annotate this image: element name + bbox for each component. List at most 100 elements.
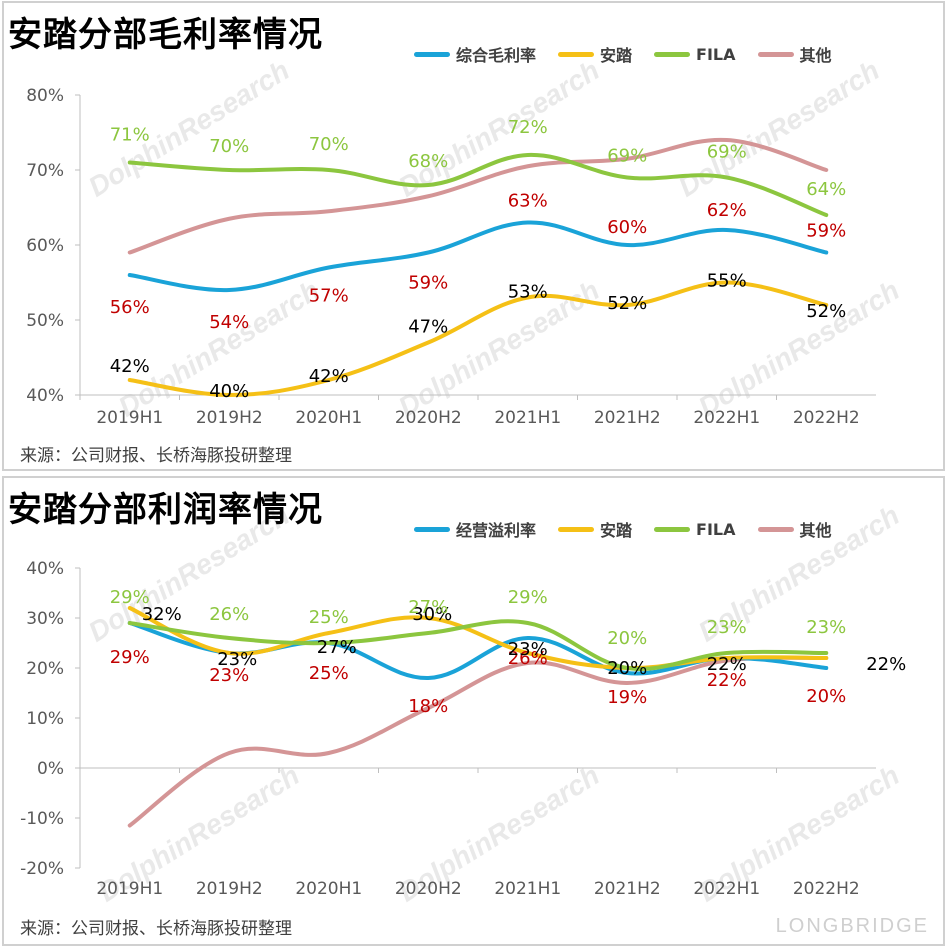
data-label: 27% [317,637,357,658]
brand-logo-text: LONGBRIDGE [775,915,929,937]
chart-legend: 综合毛利率 安踏 FILA 其他 [414,41,933,67]
legend-label: FILA [696,44,736,64]
data-label: 22% [707,654,747,675]
data-label: 20% [806,686,846,707]
x-tick-label: 2020H1 [295,879,362,899]
x-tick-label: 2022H2 [793,408,860,428]
series-line-1 [127,606,829,671]
gross-margin-line-chart: 80% 70% 60% 50% 40% 2019H1 2019H2 2020H1 2020H2 2… [26,86,876,428]
legend-label: 经营溢利率 [456,521,537,540]
x-tick-label: 2021H1 [494,879,561,899]
data-label: 71% [110,125,150,146]
y-tick-label: 0% [37,759,64,779]
legend-item-other: 其他 [757,517,832,541]
data-label: 40% [209,381,249,402]
data-label: 68% [408,151,448,172]
legend-item-anta: 安踏 [558,517,632,541]
legend-label: 其他 [799,46,832,65]
data-label: 20% [607,658,647,679]
data-label: 23% [209,665,249,686]
x-tick-label: 2020H2 [395,408,462,428]
y-tick-label: 70% [26,161,64,181]
chart-source-note: 来源：公司财报、长桥海豚投研整理 [20,919,292,939]
x-tick-label: 2019H1 [96,879,163,899]
data-label: 56% [110,297,150,318]
series-line-3 [127,137,829,255]
series-line-3 [127,655,829,828]
legend-item-other: 其他 [757,42,832,66]
legend-swatch-pink [757,526,794,532]
legend-item-operating: 经营溢利率 [414,517,536,541]
series-line-1 [127,280,829,397]
data-label: 29% [110,587,150,608]
data-label: 69% [607,146,647,167]
legend-label: 安踏 [600,521,633,540]
legend-swatch-orange [558,51,595,57]
data-label: 19% [607,687,647,708]
data-label: 30% [412,604,452,625]
data-label: 62% [707,200,747,221]
data-label: 29% [110,647,150,668]
data-label: 64% [806,179,846,200]
legend-item-fila: FILA [654,44,736,64]
profit-margin-line-chart: 40% 30% 20% 10% 0% -10% -20% 2019H1 2019H2 2020H1… [20,559,906,899]
chart-title: 安踏分部毛利率情况 [8,15,323,55]
data-label: 18% [408,696,448,717]
x-tick-label: 2019H2 [196,879,263,899]
data-label: 55% [707,271,747,292]
data-label: 27% [408,597,448,618]
data-label: 70% [209,136,249,157]
data-label: 57% [309,286,349,307]
data-label: 32% [142,604,182,625]
y-tick-label: 20% [26,659,64,679]
legend-label: 其他 [799,521,832,540]
data-label: 69% [707,142,747,163]
y-tick-label: 50% [26,311,64,331]
series-line-0 [127,220,829,293]
y-tick-label: 60% [26,236,64,256]
data-label: 42% [110,356,150,377]
data-label: 60% [607,217,647,238]
x-tick-label: 2022H1 [693,879,760,899]
legend-item-composite: 综合毛利率 [414,42,536,66]
series-line-2 [127,152,829,217]
data-label: 63% [508,191,548,212]
x-tick-label: 2019H1 [96,408,163,428]
y-tick-label: 30% [26,609,64,629]
data-label: 52% [607,293,647,314]
legend-swatch-green [654,51,691,57]
data-label: 26% [209,604,249,625]
data-label: 54% [209,312,249,333]
y-tick-label: 10% [26,709,64,729]
series-line-2 [127,619,829,671]
x-tick-label: 2022H2 [793,879,860,899]
legend-swatch-pink [757,51,794,57]
y-tick-label: 40% [26,386,64,406]
data-label: 42% [309,366,349,387]
x-tick-label: 2021H2 [594,879,661,899]
y-tick-label: 80% [26,86,64,106]
legend-label: 综合毛利率 [456,46,537,65]
data-label: 25% [309,663,349,684]
legend-swatch-orange [558,526,595,532]
data-label: 53% [508,282,548,303]
x-tick-label: 2020H2 [395,879,462,899]
data-label: 22% [866,654,906,675]
data-label: 47% [408,317,448,338]
chart-title: 安踏分部利润率情况 [8,490,323,530]
data-label: 26% [508,648,548,669]
chart-source-note: 来源：公司财报、长桥海豚投研整理 [20,446,292,466]
legend-item-fila: FILA [654,520,736,539]
data-label: 70% [309,134,349,155]
data-label: 25% [309,607,349,628]
data-label: 23% [806,617,846,638]
data-label: 29% [508,587,548,608]
gross-margin-chart-panel: DolphinResearch DolphinResearch DolphinR… [2,1,945,471]
data-label: 23% [508,639,548,660]
legend-swatch-green [654,526,691,532]
y-tick-label: -20% [20,859,64,879]
data-label: 59% [408,273,448,294]
data-label: 59% [806,221,846,242]
x-tick-label: 2020H1 [295,408,362,428]
legend-item-anta: 安踏 [558,42,632,66]
